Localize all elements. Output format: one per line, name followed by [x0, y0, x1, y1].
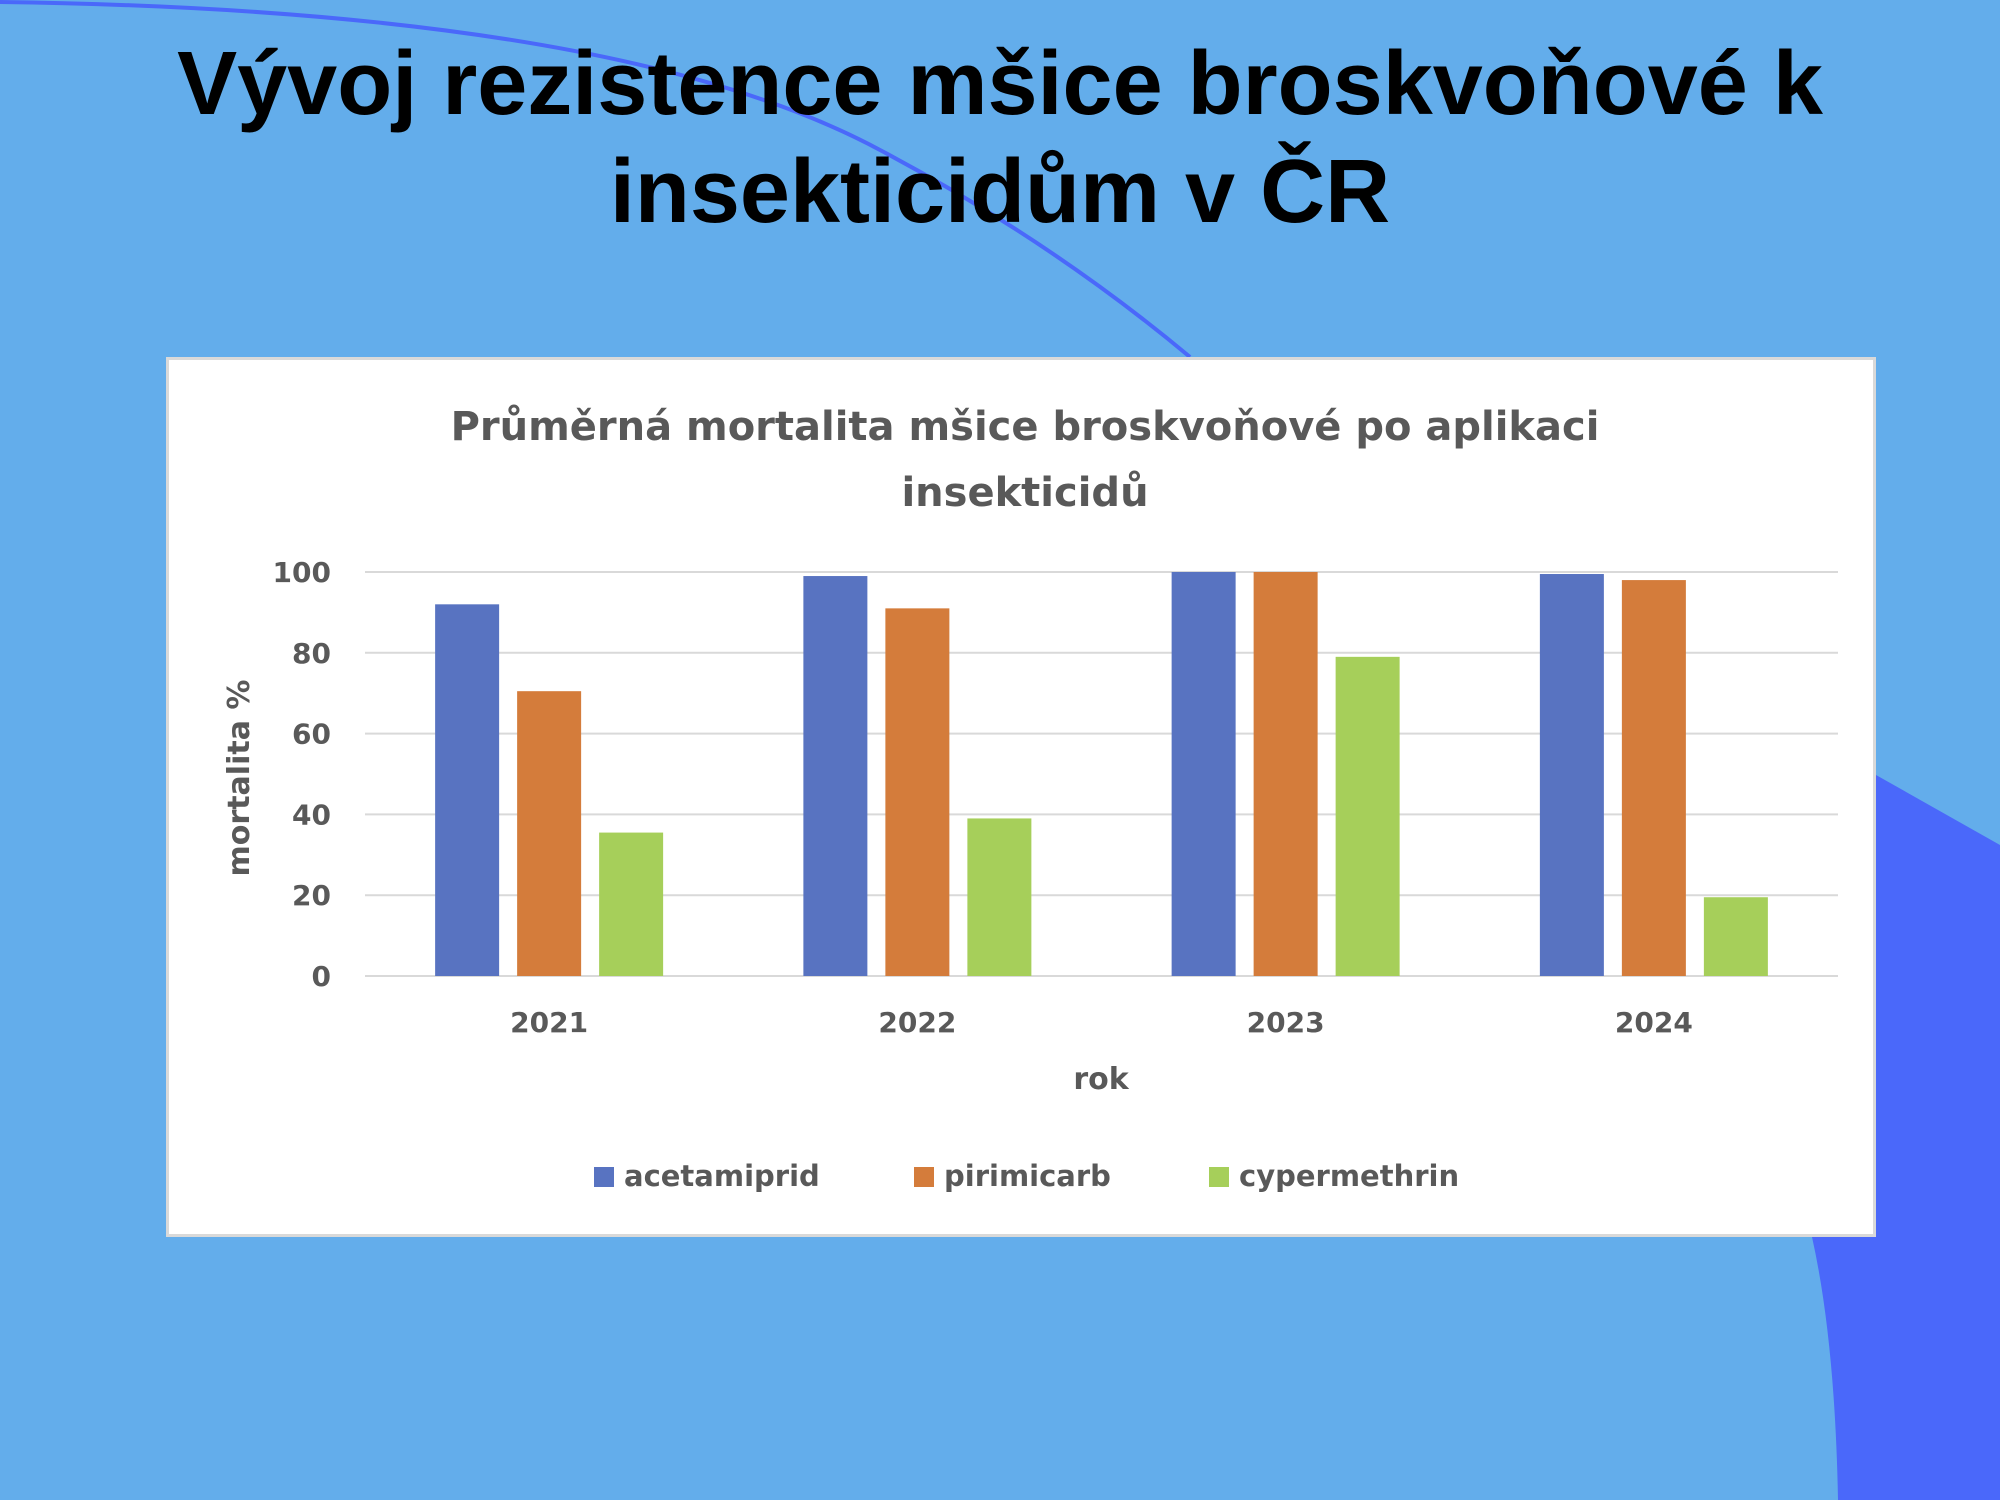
y-axis-ticks: 0 20 40 60 80 100 [273, 556, 331, 993]
bar-pirimicarb-2022 [885, 608, 950, 976]
slide-title: Vývoj rezistence mšice broskvoňové k ins… [0, 30, 2000, 246]
legend-label-cypermethrin: cypermethrin [1239, 1159, 1459, 1193]
y-tick-label: 40 [292, 798, 331, 831]
y-tick-label: 20 [292, 879, 331, 912]
bar-pirimicarb-2021 [517, 691, 582, 976]
x-tick-label: 2024 [1615, 1006, 1693, 1039]
bar-pirimicarb-2024 [1621, 580, 1686, 976]
bar-cypermethrin-2022 [967, 818, 1032, 976]
x-tick-label: 2023 [1247, 1006, 1325, 1039]
bar-cypermethrin-2024 [1703, 897, 1768, 976]
bar-cypermethrin-2023 [1335, 656, 1400, 976]
slide-title-line-1: Vývoj rezistence mšice broskvoňové k [177, 34, 1823, 134]
legend-swatch-cypermethrin [1209, 1167, 1229, 1187]
decorative-arc-line [0, 0, 1192, 359]
y-axis-label: mortalita % [222, 680, 257, 877]
bar-acetamiprid-2022 [803, 576, 868, 976]
bar-chart: Průměrná mortalita mšice broskvoňové po … [222, 403, 1838, 1193]
chart-panel: Průměrná mortalita mšice broskvoňové po … [166, 357, 1876, 1237]
legend-swatch-pirimicarb [914, 1167, 934, 1187]
legend-swatch-acetamiprid [594, 1167, 614, 1187]
x-tick-label: 2022 [878, 1006, 956, 1039]
bar-acetamiprid-2024 [1539, 574, 1604, 976]
bar-pirimicarb-2023 [1253, 572, 1318, 976]
x-tick-label: 2021 [510, 1006, 588, 1039]
bar-acetamiprid-2021 [435, 604, 500, 976]
y-tick-label: 100 [273, 556, 331, 589]
bars [435, 572, 1768, 976]
decorative-corner-shape [1812, 775, 2000, 1500]
chart-title-line-1: Průměrná mortalita mšice broskvoňové po … [451, 403, 1600, 450]
legend-label-pirimicarb: pirimicarb [944, 1159, 1111, 1193]
y-tick-label: 80 [292, 637, 331, 670]
chart-title-line-2: insekticidů [901, 469, 1148, 516]
gridlines [365, 571, 1838, 977]
slide-title-line-2: insekticidům v ČR [609, 142, 1391, 242]
y-tick-label: 0 [312, 960, 331, 993]
bar-acetamiprid-2023 [1171, 572, 1236, 976]
legend-label-acetamiprid: acetamiprid [624, 1159, 820, 1193]
bar-cypermethrin-2021 [599, 832, 664, 976]
x-axis-ticks: 2021 2022 2023 2024 [510, 1006, 1693, 1039]
legend: acetamiprid pirimicarb cypermethrin [594, 1159, 1459, 1193]
x-axis-label: rok [1073, 1062, 1129, 1097]
y-tick-label: 60 [292, 718, 331, 751]
